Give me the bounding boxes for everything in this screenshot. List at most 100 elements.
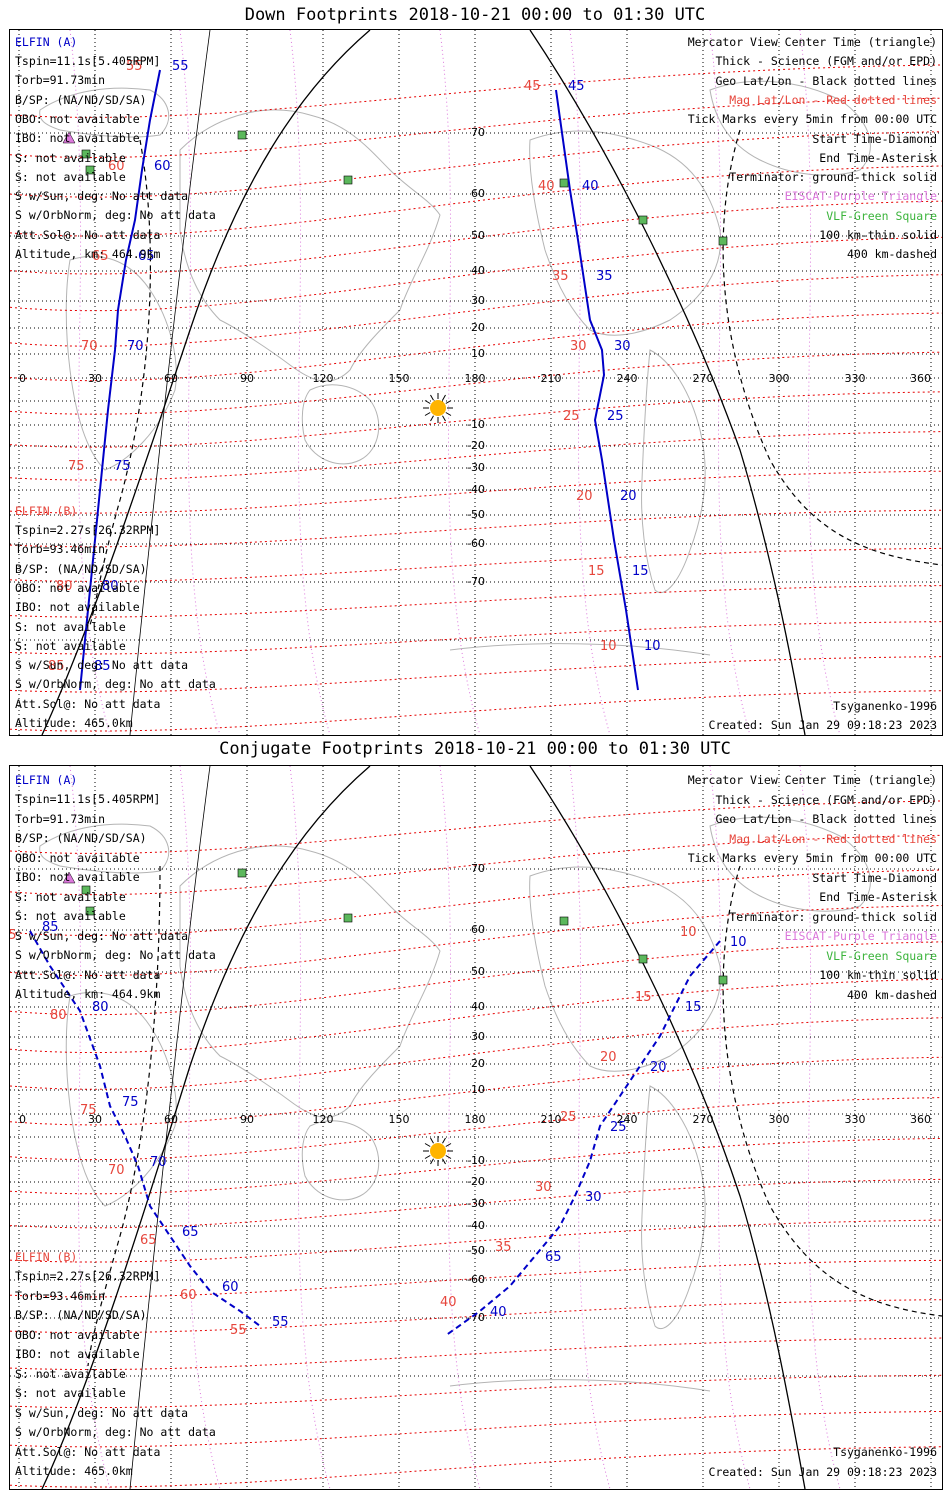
vlf-station-square [237, 868, 247, 878]
lat-tick-label: 10 [471, 1083, 485, 1096]
mag-parallel [10, 585, 942, 618]
vlf-station-square [718, 236, 728, 246]
sun-ray [430, 1158, 434, 1165]
vlf-station-square [559, 916, 569, 926]
track-time-label: 65 [545, 1250, 562, 1265]
track-mag-label: 30 [570, 339, 587, 354]
lat-tick-label: -10 [467, 1154, 485, 1167]
terminator-west [41, 766, 371, 1489]
lon-tick-label: 180 [465, 372, 486, 385]
info-line: IBO: not available [15, 1347, 140, 1361]
info-line: S w/OrbNorm, deg: No att data [15, 677, 216, 692]
land-shape [39, 823, 170, 874]
track-a-down: 45 45 40 40 35 35 30 30 25 25 20 20 15 15 10 10 [524, 79, 661, 691]
track-time-label: 45 [568, 79, 585, 94]
down-footprints-panel: 0 30 60 90 120 150 180 210 240 270 300 330 360 70 60 50… [9, 29, 943, 736]
lon-tick-label: 120 [313, 1113, 334, 1126]
info-line: B/SP: (NA/ND/SD/SA) [15, 92, 147, 107]
track-time-label: 65 [138, 249, 155, 264]
info-line: Att.Sol@: No att data [15, 696, 161, 711]
land-shape [179, 109, 441, 382]
info-line: IBO: not available [15, 870, 140, 884]
track-mag-label: 85 [48, 659, 65, 674]
track-b-down: 55 55 60 60 65 65 70 70 75 75 80 80 85 85 [48, 59, 189, 691]
track-time-label: 85 [94, 659, 111, 674]
track-time-label: 70 [150, 1155, 167, 1170]
legend-item: VLF-Green Square [826, 208, 937, 223]
mag-grid [10, 800, 942, 1488]
vlf-station-square [85, 906, 95, 916]
sun-ray [424, 412, 431, 416]
info-line: Altitude: 465.0km [15, 716, 133, 730]
track-mag-label: 10 [600, 639, 617, 654]
legend-item: Mag Lat/Lon - Red dotted lines [729, 831, 937, 846]
track-time-label: 75 [114, 459, 131, 474]
lat-tick-label: 20 [471, 1057, 485, 1070]
legend-item: Start Time-Diamond [812, 131, 937, 146]
lon-tick-label: 240 [617, 372, 638, 385]
track-mag-label: 25 [560, 1110, 577, 1125]
info-line: B/SP: (NA/ND/SD/SA) [15, 561, 147, 576]
lat-tick-label: -50 [467, 1244, 485, 1257]
track-mag-label: 75 [68, 459, 85, 474]
mag-grid [10, 64, 942, 732]
lon-tick-label: 90 [240, 1113, 254, 1126]
track-mag-label: 70 [81, 339, 98, 354]
terminator [41, 766, 942, 1489]
info-line: OBO: not available [15, 580, 140, 595]
track-mag-label: 65 [140, 1233, 157, 1248]
lat-tick-label: 70 [471, 862, 485, 875]
lat-tick-label: 60 [471, 187, 485, 200]
legend-item: Tick Marks every 5min from 00:00 UTC [687, 851, 937, 865]
track-mag-label: 60 [180, 1288, 197, 1303]
created-label: Created: Sun Jan 29 09:18:23 2023 [708, 1465, 937, 1479]
lon-tick-label: 180 [465, 1113, 486, 1126]
lon-tick-label: 0 [19, 1113, 26, 1126]
lat-tick-label: -30 [467, 461, 485, 474]
sun-ray [442, 1137, 446, 1144]
lon-tick-label: 30 [88, 372, 102, 385]
track-time-label: 10 [644, 639, 661, 654]
lat-tick-label: 10 [471, 347, 485, 360]
track-mag-label: 20 [576, 489, 593, 504]
land-shape [641, 1085, 706, 1329]
info-line: Torb=91.73min [15, 73, 106, 88]
sun-disk [430, 400, 446, 416]
legend-item: Thick - Science (FGM and/or EPD) [715, 792, 937, 807]
legend-item: 400 km-dashed [846, 987, 937, 1002]
vlf-station-square [81, 149, 91, 159]
mag-meridian [569, 30, 611, 735]
lat-tick-label: -30 [467, 1197, 485, 1210]
mag-meridian [179, 30, 221, 735]
info-line: S: not available [15, 619, 126, 634]
mag-parallel [10, 1017, 942, 1090]
mag-parallel [10, 1410, 942, 1448]
lat-tick-label: -20 [467, 439, 485, 452]
model-label: Tsyganenko-1996 [833, 699, 937, 713]
sun-ray [424, 400, 431, 404]
track-time-label: 65 [182, 1225, 199, 1240]
vlf-station-square [559, 178, 569, 188]
info-line: S w/OrbNorm, deg: No att data [15, 948, 216, 962]
mag-meridians [69, 766, 841, 1489]
track-time-label: 80 [102, 579, 119, 594]
track-mag-label: 80 [56, 579, 73, 594]
track-time-label: 85 [42, 920, 59, 935]
mag-parallel [10, 656, 942, 693]
mag-meridian [69, 766, 111, 1489]
mag-parallel [10, 64, 942, 118]
land-shape [449, 643, 711, 656]
track-mag-label: 40 [440, 1295, 457, 1310]
sun-ray [424, 1143, 431, 1147]
sun-ray [430, 415, 434, 422]
track-mag-label: 45 [524, 79, 541, 94]
mag-parallel [10, 690, 942, 732]
mag-parallel [10, 431, 942, 481]
altitude-100km-line [129, 30, 211, 735]
lat-tick-label: 20 [471, 321, 485, 334]
info-line: OBO: not available [15, 850, 140, 865]
info-line: S: not available [15, 638, 126, 653]
land-shape [179, 845, 441, 1118]
track-time-label: 55 [272, 1315, 289, 1330]
vlf-station-square [85, 165, 95, 175]
